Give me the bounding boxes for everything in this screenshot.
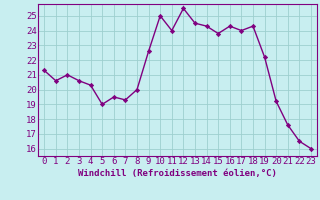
- X-axis label: Windchill (Refroidissement éolien,°C): Windchill (Refroidissement éolien,°C): [78, 169, 277, 178]
